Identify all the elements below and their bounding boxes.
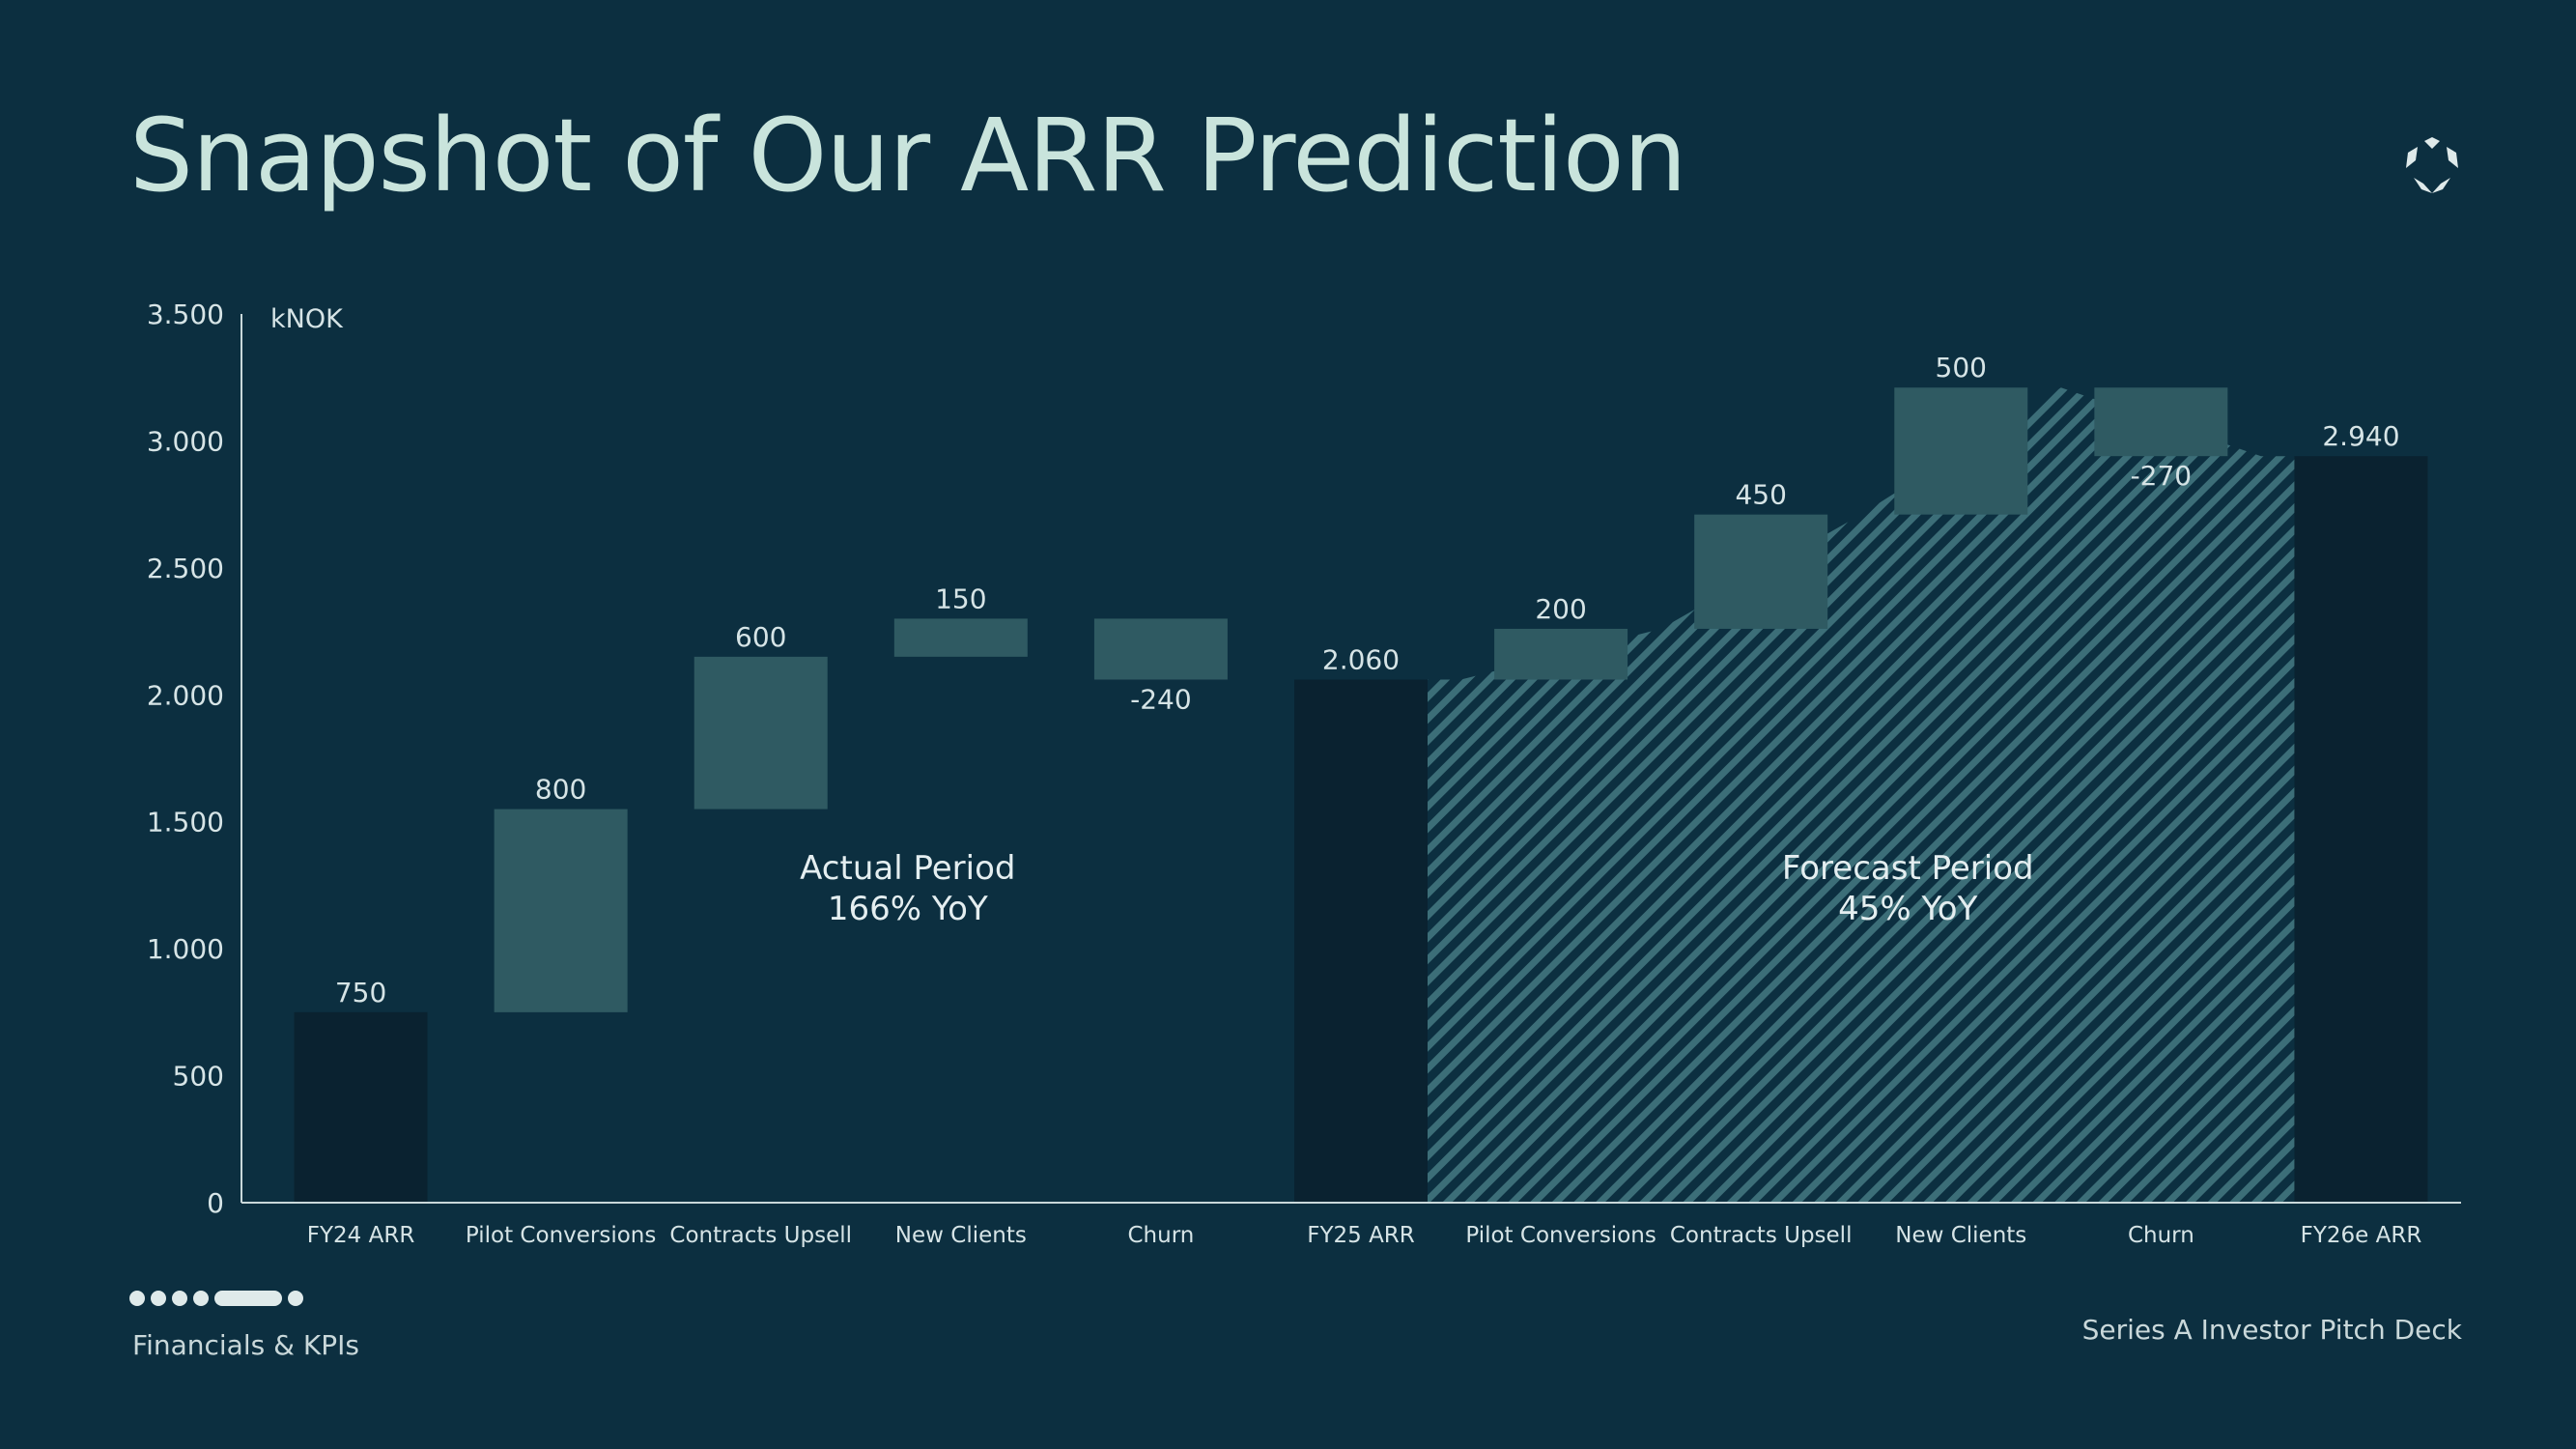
page-title: Snapshot of Our ARR Prediction bbox=[129, 97, 1687, 214]
category-label-3: New Clients bbox=[895, 1223, 1027, 1248]
y-tick-label-4: 2.000 bbox=[147, 679, 224, 711]
y-tick-label-6: 3.000 bbox=[147, 425, 224, 457]
delta-bar-3 bbox=[893, 618, 1028, 657]
delta-bar-4 bbox=[1093, 618, 1228, 680]
period-annotation-yoy-0: 166% YoY bbox=[828, 890, 988, 928]
forecast-hatch-fill bbox=[1428, 387, 2295, 1203]
category-label-1: Pilot Conversions bbox=[466, 1223, 656, 1248]
y-tick-label-1: 500 bbox=[173, 1061, 224, 1093]
progress-dot-1 bbox=[151, 1291, 166, 1306]
period-annotation-title-1: Forecast Period bbox=[1782, 849, 2034, 888]
value-label-4: -240 bbox=[1130, 684, 1192, 716]
period-annotation-yoy-1: 45% YoY bbox=[1838, 890, 1977, 928]
delta-bar-1 bbox=[494, 809, 628, 1012]
total-bar-10 bbox=[2294, 456, 2428, 1203]
section-name: Financials & KPIs bbox=[132, 1329, 359, 1361]
category-label-4: Churn bbox=[1127, 1223, 1194, 1248]
progress-dot-2 bbox=[172, 1291, 187, 1306]
value-label-10: 2.940 bbox=[2322, 420, 2399, 452]
category-label-7: Contracts Upsell bbox=[1670, 1223, 1853, 1248]
category-label-8: New Clients bbox=[1895, 1223, 2026, 1248]
value-label-9: -270 bbox=[2131, 460, 2193, 492]
period-annotation-title-0: Actual Period bbox=[800, 849, 1015, 888]
value-label-6: 200 bbox=[1535, 593, 1586, 625]
value-label-5: 2.060 bbox=[1322, 644, 1400, 676]
delta-bar-2 bbox=[694, 656, 828, 810]
total-bar-0 bbox=[294, 1011, 428, 1203]
category-label-9: Churn bbox=[2128, 1223, 2194, 1248]
category-label-2: Contracts Upsell bbox=[669, 1223, 852, 1248]
category-label-0: FY24 ARR bbox=[307, 1223, 415, 1248]
progress-dot-4 bbox=[214, 1291, 282, 1306]
value-label-3: 150 bbox=[935, 582, 986, 614]
progress-dot-3 bbox=[193, 1291, 209, 1306]
progress-dot-0 bbox=[129, 1291, 145, 1306]
delta-bar-7 bbox=[1694, 514, 1828, 629]
y-axis-unit-label: kNOK bbox=[270, 304, 344, 334]
value-label-2: 600 bbox=[735, 621, 786, 653]
delta-bar-8 bbox=[1894, 387, 2028, 515]
y-tick-label-7: 3.500 bbox=[147, 298, 224, 330]
delta-bar-6 bbox=[1494, 628, 1628, 680]
value-label-1: 800 bbox=[535, 774, 586, 806]
total-bar-5 bbox=[1294, 679, 1428, 1203]
category-label-10: FY26e ARR bbox=[2301, 1223, 2422, 1248]
y-tick-label-5: 2.500 bbox=[147, 553, 224, 584]
arr-waterfall-chart: 0 500 1.000 1.500 2.000 2.500 3.000 3.500 750 FY… bbox=[147, 298, 2461, 1248]
delta-bar-9 bbox=[2094, 387, 2228, 457]
forecast-hatch-area bbox=[1428, 387, 2295, 1203]
brand-logo-icon bbox=[2406, 137, 2458, 193]
y-tick-label-2: 1.000 bbox=[147, 933, 224, 965]
progress-dot-5 bbox=[288, 1291, 303, 1306]
value-label-7: 450 bbox=[1735, 479, 1786, 511]
category-label-5: FY25 ARR bbox=[1307, 1223, 1415, 1248]
y-tick-label-0: 0 bbox=[207, 1187, 224, 1219]
deck-name: Series A Investor Pitch Deck bbox=[2081, 1314, 2462, 1346]
value-label-0: 750 bbox=[335, 977, 386, 1009]
value-label-8: 500 bbox=[1936, 352, 1987, 384]
category-label-6: Pilot Conversions bbox=[1465, 1223, 1656, 1248]
y-tick-label-3: 1.500 bbox=[147, 807, 224, 838]
